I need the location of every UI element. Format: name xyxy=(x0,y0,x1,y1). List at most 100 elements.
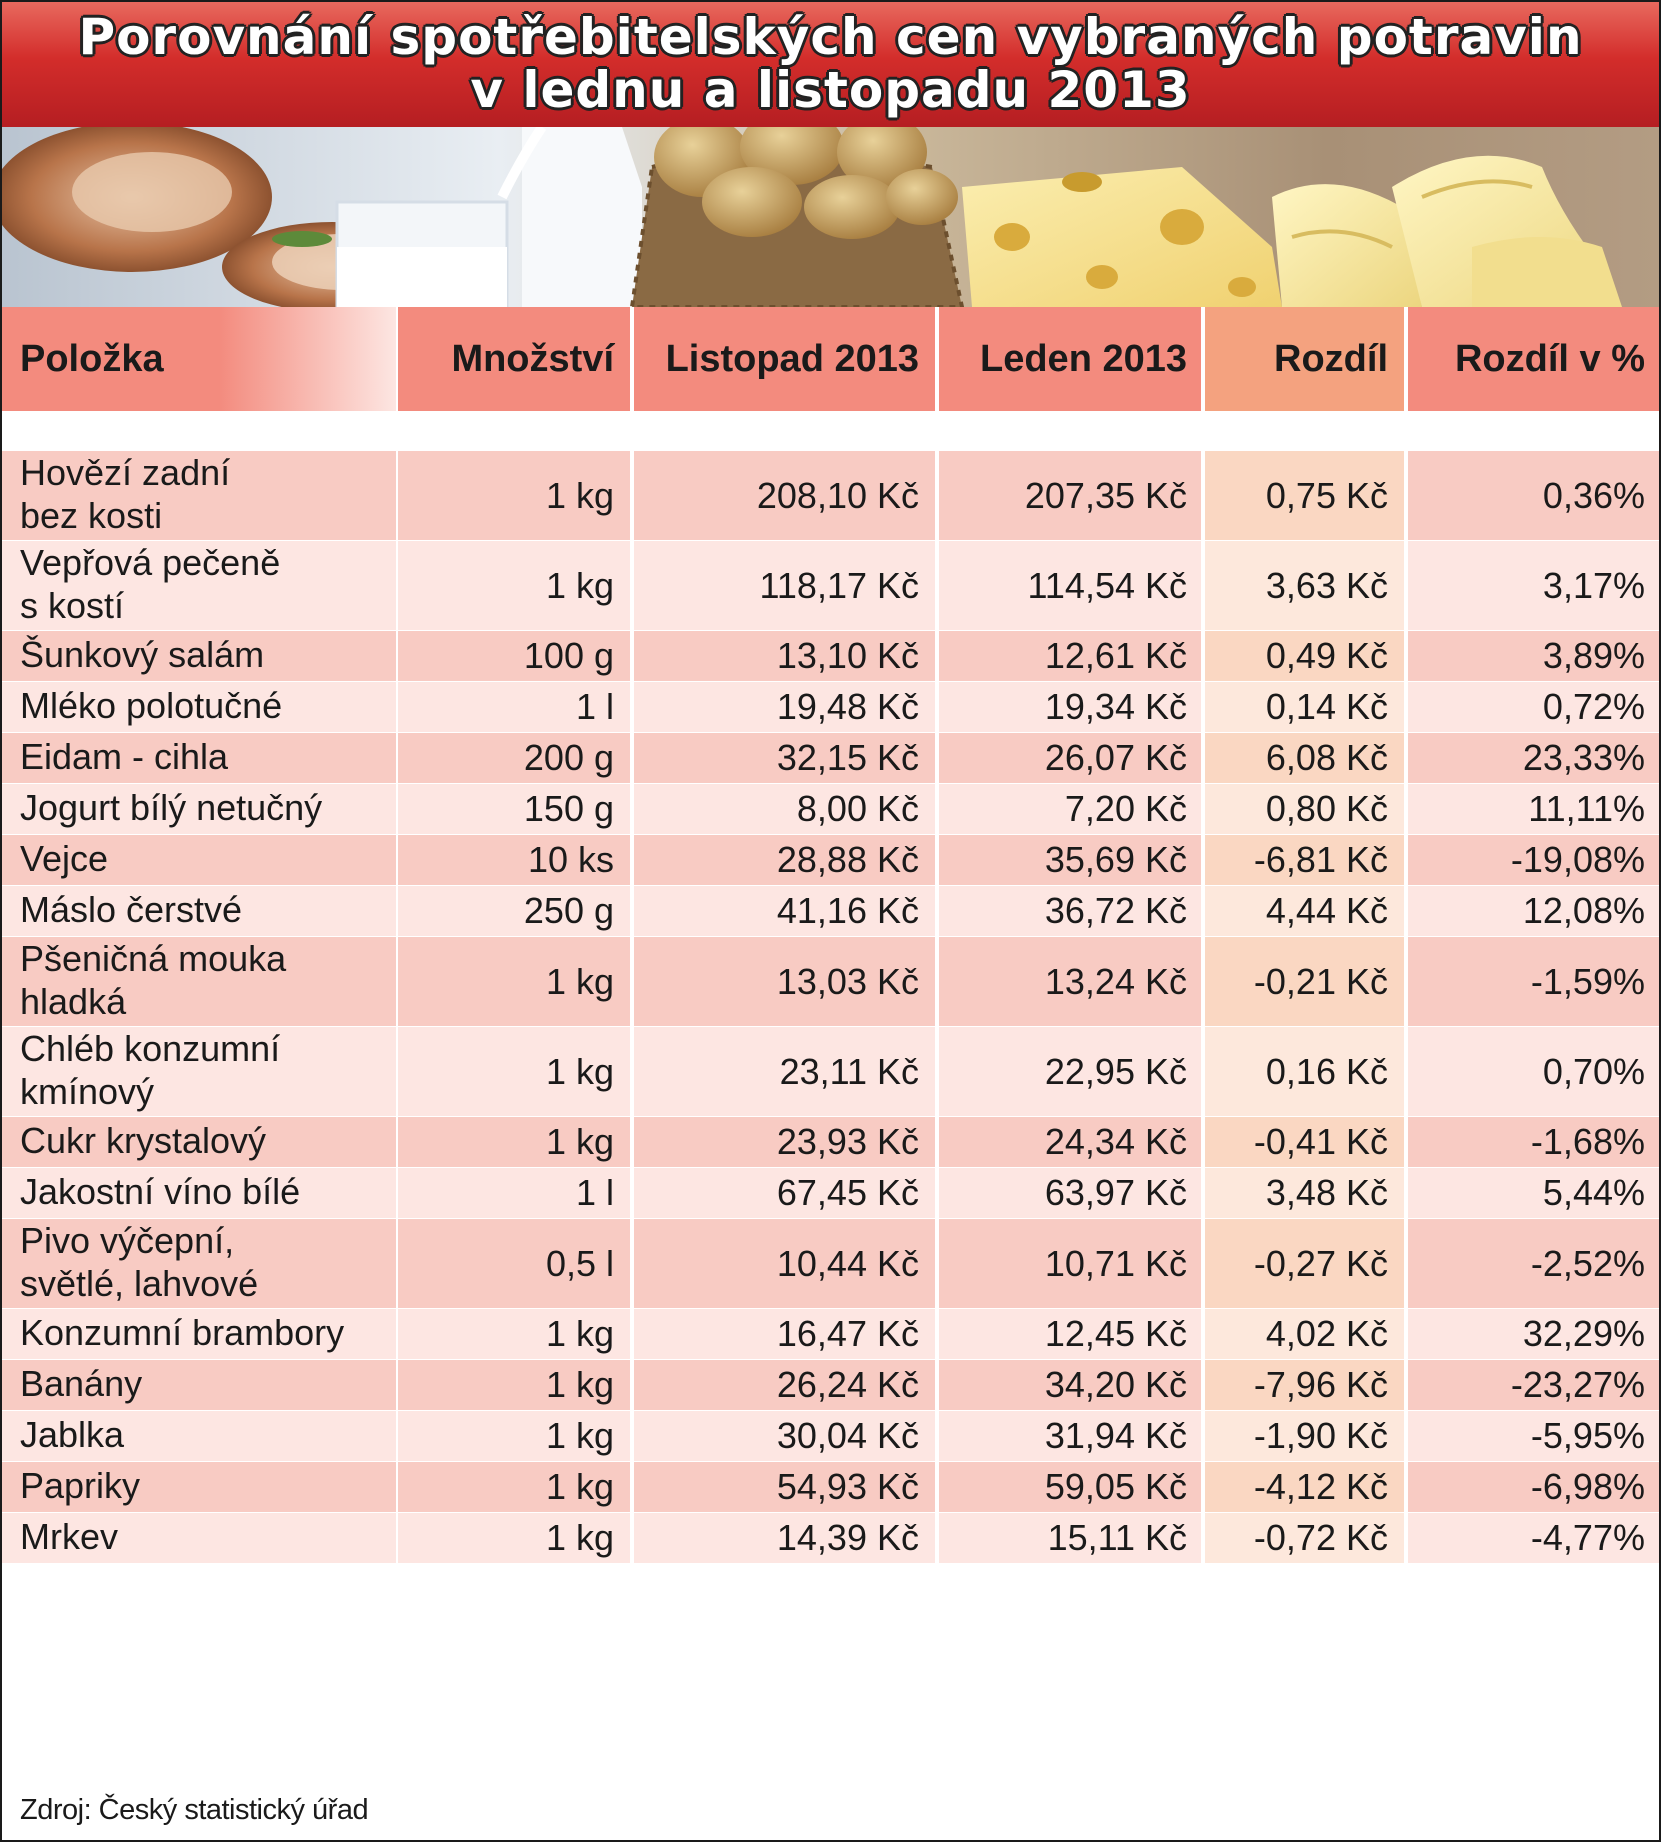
row-0-cell-jan-bg xyxy=(939,451,1201,540)
row-16-diff: -4,12 Kč xyxy=(1253,1466,1388,1507)
title-bar: Porovnání spotřebitelských cen vybraných… xyxy=(2,2,1659,127)
column-header-pct: Rozdíl v % xyxy=(1454,338,1645,380)
row-16-cell-nov-bg xyxy=(634,1462,935,1512)
row-6-cell-nov-bg xyxy=(634,835,935,885)
row-15-cell-diff-bg xyxy=(1205,1411,1404,1461)
row-5-item-name: Jogurt bílý netučný xyxy=(20,786,323,828)
row-0-pct: 0,36% xyxy=(1542,475,1645,516)
row-17-pct: -4,77% xyxy=(1530,1517,1645,1558)
row-9-cell-jan-bg xyxy=(939,1027,1201,1116)
row-7-qty: 250 g xyxy=(523,890,614,931)
row-5-diff: 0,80 Kč xyxy=(1265,788,1388,829)
row-8-cell-item-bg xyxy=(2,937,396,1026)
row-13-diff: 4,02 Kč xyxy=(1265,1313,1388,1354)
row-4-item-name: Eidam - cihla xyxy=(20,735,229,777)
row-8-nov: 13,03 Kč xyxy=(776,961,919,1002)
row-10-item-name: Cukr krystalový xyxy=(20,1119,267,1161)
row-13-cell-diff-bg xyxy=(1205,1309,1404,1359)
row-7-cell-item-bg xyxy=(2,886,396,936)
row-10-pct: -1,68% xyxy=(1530,1121,1645,1162)
row-14-diff: -7,96 Kč xyxy=(1253,1364,1388,1405)
row-8-item-name-line-1: Pšeničná mouka xyxy=(20,937,287,979)
row-17-item-name: Mrkev xyxy=(20,1515,118,1557)
header-cell-pct xyxy=(1408,307,1659,411)
column-header-qty: Množství xyxy=(451,338,614,380)
row-6-cell-qty-bg xyxy=(398,835,630,885)
row-3-cell-pct-bg xyxy=(1408,682,1659,732)
row-11-cell-item-bg xyxy=(2,1168,396,1218)
row-10-nov: 23,93 Kč xyxy=(776,1121,919,1162)
row-3-cell-jan-bg xyxy=(939,682,1201,732)
row-0-cell-nov-bg xyxy=(634,451,935,540)
row-13-nov: 16,47 Kč xyxy=(776,1313,919,1354)
row-4-diff: 6,08 Kč xyxy=(1265,737,1388,778)
row-14-cell-qty-bg xyxy=(398,1360,630,1410)
column-header-jan: Leden 2013 xyxy=(980,338,1187,380)
row-9-item-name-line-1: Chléb konzumní xyxy=(20,1027,281,1069)
row-13-cell-qty-bg xyxy=(398,1309,630,1359)
row-2-diff: 0,49 Kč xyxy=(1265,635,1388,676)
row-7-cell-nov-bg xyxy=(634,886,935,936)
column-header-diff: Rozdíl xyxy=(1274,338,1388,380)
row-12-diff: -0,27 Kč xyxy=(1253,1243,1388,1284)
row-10-cell-jan-bg xyxy=(939,1117,1201,1167)
row-16-cell-pct-bg xyxy=(1408,1462,1659,1512)
row-14-qty: 1 kg xyxy=(545,1364,614,1405)
row-14-cell-item-bg xyxy=(2,1360,396,1410)
row-16-qty: 1 kg xyxy=(545,1466,614,1507)
row-0-diff: 0,75 Kč xyxy=(1265,475,1388,516)
row-17-nov: 14,39 Kč xyxy=(776,1517,919,1558)
row-6-cell-pct-bg xyxy=(1408,835,1659,885)
row-10-cell-diff-bg xyxy=(1205,1117,1404,1167)
row-10-cell-item-bg xyxy=(2,1117,396,1167)
row-15-cell-item-bg xyxy=(2,1411,396,1461)
header-cell-qty xyxy=(398,307,630,411)
row-9-diff: 0,16 Kč xyxy=(1265,1051,1388,1092)
row-11-pct: 5,44% xyxy=(1542,1172,1645,1213)
row-9-cell-nov-bg xyxy=(634,1027,935,1116)
row-2-cell-diff-bg xyxy=(1205,631,1404,681)
row-8-jan: 13,24 Kč xyxy=(1044,961,1187,1002)
row-10-cell-nov-bg xyxy=(634,1117,935,1167)
row-17-cell-qty-bg xyxy=(398,1513,630,1563)
row-9-pct: 0,70% xyxy=(1542,1051,1645,1092)
row-6-pct: -19,08% xyxy=(1510,839,1645,880)
row-10-cell-qty-bg xyxy=(398,1117,630,1167)
cheese-icon xyxy=(962,167,1282,307)
row-4-pct: 23,33% xyxy=(1522,737,1645,778)
row-15-cell-jan-bg xyxy=(939,1411,1201,1461)
food-photo-strip xyxy=(2,127,1659,307)
row-9-jan: 22,95 Kč xyxy=(1044,1051,1187,1092)
row-14-item-name: Banány xyxy=(20,1362,143,1404)
row-10-jan: 24,34 Kč xyxy=(1044,1121,1187,1162)
row-1-diff: 3,63 Kč xyxy=(1265,565,1388,606)
row-3-cell-qty-bg xyxy=(398,682,630,732)
row-6-jan: 35,69 Kč xyxy=(1044,839,1187,880)
row-1-nov: 118,17 Kč xyxy=(759,565,919,606)
row-6-item-name: Vejce xyxy=(20,837,109,879)
row-3-nov: 19,48 Kč xyxy=(776,686,919,727)
row-13-cell-pct-bg xyxy=(1408,1309,1659,1359)
row-17-cell-jan-bg xyxy=(939,1513,1201,1563)
row-1-cell-qty-bg xyxy=(398,541,630,630)
butter-icon xyxy=(1272,155,1622,307)
row-0-jan: 207,35 Kč xyxy=(1024,475,1187,516)
header-cell-nov xyxy=(634,307,935,411)
row-6-diff: -6,81 Kč xyxy=(1253,839,1388,880)
row-12-cell-pct-bg xyxy=(1408,1219,1659,1308)
row-13-cell-jan-bg xyxy=(939,1309,1201,1359)
row-7-diff: 4,44 Kč xyxy=(1265,890,1388,931)
row-4-cell-diff-bg xyxy=(1205,733,1404,783)
row-3-pct: 0,72% xyxy=(1542,686,1645,727)
row-7-item-name: Máslo čerstvé xyxy=(20,888,243,930)
row-12-cell-jan-bg xyxy=(939,1219,1201,1308)
row-6-cell-item-bg xyxy=(2,835,396,885)
row-12-item-name-line-2: světlé, lahvové xyxy=(20,1262,259,1304)
row-16-cell-qty-bg xyxy=(398,1462,630,1512)
row-15-jan: 31,94 Kč xyxy=(1044,1415,1187,1456)
row-12-qty: 0,5 l xyxy=(545,1243,614,1284)
row-0-qty: 1 kg xyxy=(545,475,614,516)
title-line-2: v lednu a listopadu 2013 xyxy=(470,61,1191,119)
row-8-diff: -0,21 Kč xyxy=(1253,961,1388,1002)
